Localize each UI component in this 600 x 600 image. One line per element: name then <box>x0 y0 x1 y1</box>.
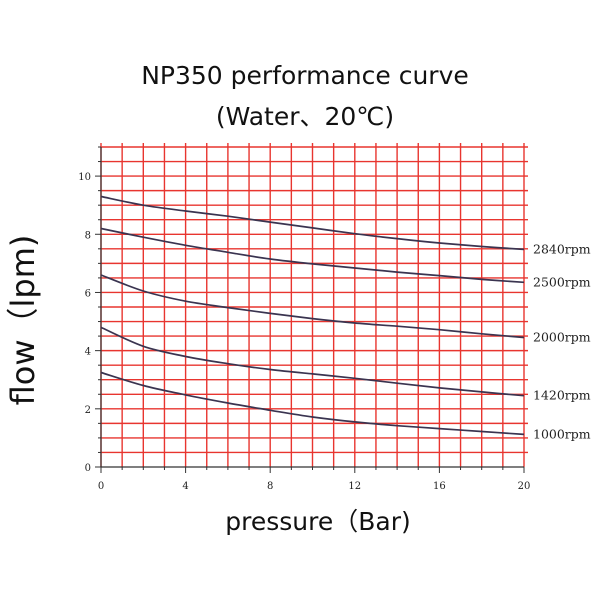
chart-title: NP350 performance curve <box>141 61 469 90</box>
axes: 0 4 8 12 16 20 0 2 4 6 8 10 <box>78 146 531 492</box>
grid <box>100 143 528 467</box>
y-tick-label: 10 <box>78 172 91 183</box>
y-tick-label: 2 <box>85 405 91 416</box>
y-tick-label: 0 <box>85 463 91 474</box>
series-labels: 2840rpm 2500rpm 2000rpm 1420rpm 1000rpm <box>533 241 591 441</box>
x-axis-label: pressure（Bar) <box>225 507 411 536</box>
y-tick-label: 4 <box>85 347 91 358</box>
series-label-1000rpm: 1000rpm <box>533 426 591 441</box>
x-tick-label: 8 <box>267 481 273 492</box>
curve-1420rpm <box>100 326 525 397</box>
y-axis-label: flow（lpm) <box>4 235 42 406</box>
curve-2500rpm <box>100 227 525 284</box>
curve-1000rpm <box>100 371 525 436</box>
x-tick-label: 20 <box>518 481 531 492</box>
curves <box>100 195 525 436</box>
series-label-2840rpm: 2840rpm <box>533 241 591 256</box>
series-label-1420rpm: 1420rpm <box>533 388 591 403</box>
x-tick-label: 0 <box>98 481 104 492</box>
curve-2000rpm <box>100 274 525 339</box>
y-tick-label: 6 <box>85 288 91 299</box>
y-tick-label: 8 <box>85 230 91 241</box>
x-tick-label: 4 <box>182 481 188 492</box>
chart-subtitle: (Water、20℃) <box>216 102 394 131</box>
series-label-2000rpm: 2000rpm <box>533 330 591 345</box>
series-label-2500rpm: 2500rpm <box>533 274 591 289</box>
curve-2840rpm <box>100 195 525 251</box>
x-tick-label: 16 <box>433 481 446 492</box>
x-tick-label: 12 <box>348 481 361 492</box>
